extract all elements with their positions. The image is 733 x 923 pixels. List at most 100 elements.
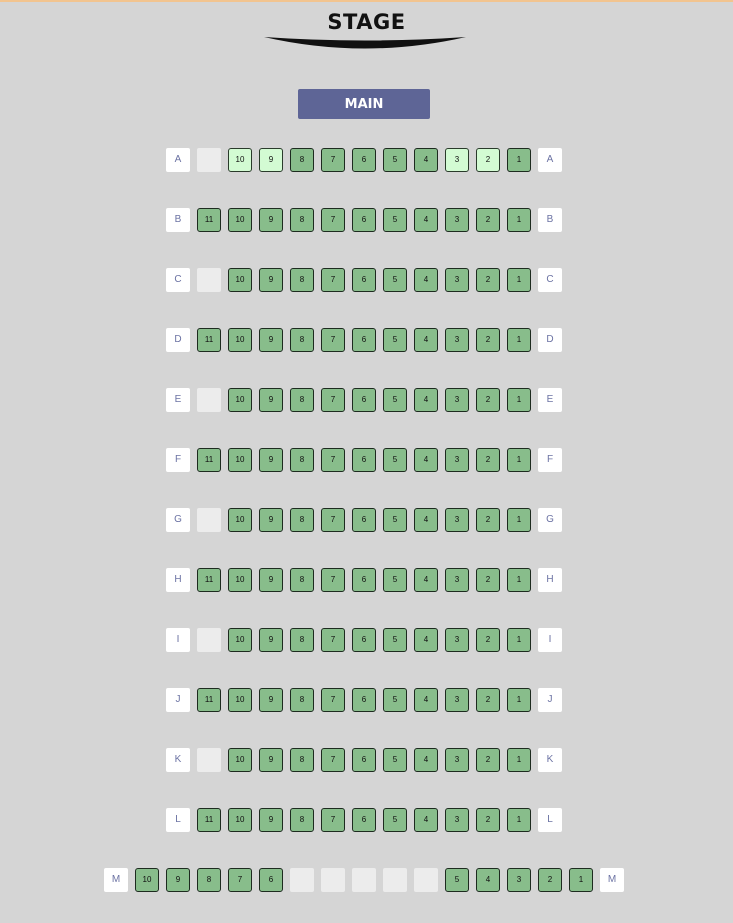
seat[interactable]: 7 xyxy=(321,628,345,652)
seat[interactable]: 6 xyxy=(352,688,376,712)
seat[interactable]: 2 xyxy=(476,628,500,652)
seat[interactable]: 2 xyxy=(476,268,500,292)
seat[interactable]: 5 xyxy=(383,148,407,172)
seat[interactable]: 10 xyxy=(228,328,252,352)
seat[interactable]: 9 xyxy=(259,148,283,172)
seat[interactable]: 7 xyxy=(228,868,252,892)
seat[interactable]: 8 xyxy=(290,388,314,412)
seat[interactable]: 1 xyxy=(507,508,531,532)
seat[interactable]: 3 xyxy=(445,388,469,412)
seat[interactable]: 10 xyxy=(228,748,252,772)
seat[interactable]: 7 xyxy=(321,268,345,292)
seat[interactable]: 11 xyxy=(197,808,221,832)
seat[interactable]: 4 xyxy=(476,868,500,892)
seat[interactable]: 4 xyxy=(414,628,438,652)
seat[interactable]: 2 xyxy=(538,868,562,892)
section-main-button[interactable]: MAIN xyxy=(298,89,430,119)
seat[interactable]: 1 xyxy=(507,328,531,352)
seat[interactable]: 8 xyxy=(197,868,221,892)
seat[interactable]: 1 xyxy=(507,448,531,472)
seat[interactable]: 7 xyxy=(321,448,345,472)
seat[interactable]: 8 xyxy=(290,748,314,772)
seat[interactable]: 6 xyxy=(352,388,376,412)
seat[interactable]: 10 xyxy=(228,448,252,472)
seat[interactable]: 5 xyxy=(383,388,407,412)
seat[interactable]: 2 xyxy=(476,748,500,772)
seat[interactable]: 8 xyxy=(290,568,314,592)
seat[interactable]: 3 xyxy=(445,268,469,292)
seat[interactable]: 2 xyxy=(476,808,500,832)
seat[interactable]: 4 xyxy=(414,748,438,772)
seat[interactable]: 7 xyxy=(321,808,345,832)
seat[interactable]: 3 xyxy=(445,748,469,772)
seat[interactable]: 4 xyxy=(414,808,438,832)
seat[interactable]: 9 xyxy=(259,508,283,532)
seat[interactable]: 8 xyxy=(290,448,314,472)
seat[interactable]: 10 xyxy=(228,808,252,832)
seat[interactable]: 3 xyxy=(445,148,469,172)
seat[interactable]: 6 xyxy=(352,208,376,232)
seat[interactable]: 1 xyxy=(569,868,593,892)
seat[interactable]: 7 xyxy=(321,328,345,352)
seat[interactable]: 3 xyxy=(445,328,469,352)
seat[interactable]: 2 xyxy=(476,328,500,352)
seat[interactable]: 6 xyxy=(259,868,283,892)
seat[interactable]: 1 xyxy=(507,748,531,772)
seat[interactable]: 3 xyxy=(445,448,469,472)
seat[interactable]: 6 xyxy=(352,508,376,532)
seat[interactable]: 2 xyxy=(476,208,500,232)
seat[interactable]: 4 xyxy=(414,328,438,352)
seat[interactable]: 7 xyxy=(321,508,345,532)
seat[interactable]: 8 xyxy=(290,508,314,532)
seat[interactable]: 3 xyxy=(445,568,469,592)
seat[interactable]: 3 xyxy=(445,208,469,232)
seat[interactable]: 5 xyxy=(383,268,407,292)
seat[interactable]: 6 xyxy=(352,628,376,652)
seat[interactable]: 4 xyxy=(414,448,438,472)
seat[interactable]: 9 xyxy=(259,808,283,832)
seat[interactable]: 4 xyxy=(414,208,438,232)
seat[interactable]: 10 xyxy=(228,568,252,592)
seat[interactable]: 10 xyxy=(228,148,252,172)
seat[interactable]: 10 xyxy=(228,208,252,232)
seat[interactable]: 5 xyxy=(383,808,407,832)
seat[interactable]: 9 xyxy=(259,388,283,412)
seat[interactable]: 5 xyxy=(383,688,407,712)
seat[interactable]: 1 xyxy=(507,268,531,292)
seat[interactable]: 9 xyxy=(166,868,190,892)
seat[interactable]: 8 xyxy=(290,688,314,712)
seat[interactable]: 10 xyxy=(228,388,252,412)
seat[interactable]: 10 xyxy=(228,508,252,532)
seat[interactable]: 9 xyxy=(259,448,283,472)
seat[interactable]: 7 xyxy=(321,148,345,172)
seat[interactable]: 5 xyxy=(383,328,407,352)
seat[interactable]: 1 xyxy=(507,808,531,832)
seat[interactable]: 3 xyxy=(445,508,469,532)
seat[interactable]: 3 xyxy=(507,868,531,892)
seat[interactable]: 2 xyxy=(476,448,500,472)
seat[interactable]: 1 xyxy=(507,388,531,412)
seat[interactable]: 10 xyxy=(228,628,252,652)
seat[interactable]: 7 xyxy=(321,208,345,232)
seat[interactable]: 6 xyxy=(352,148,376,172)
seat[interactable]: 5 xyxy=(383,448,407,472)
seat[interactable]: 4 xyxy=(414,148,438,172)
seat[interactable]: 3 xyxy=(445,628,469,652)
seat[interactable]: 6 xyxy=(352,268,376,292)
seat[interactable]: 6 xyxy=(352,808,376,832)
seat[interactable]: 5 xyxy=(383,208,407,232)
seat[interactable]: 9 xyxy=(259,268,283,292)
seat[interactable]: 5 xyxy=(445,868,469,892)
seat[interactable]: 2 xyxy=(476,388,500,412)
seat[interactable]: 8 xyxy=(290,808,314,832)
seat[interactable]: 2 xyxy=(476,148,500,172)
seat[interactable]: 5 xyxy=(383,628,407,652)
seat[interactable]: 4 xyxy=(414,688,438,712)
seat[interactable]: 2 xyxy=(476,688,500,712)
seat[interactable]: 10 xyxy=(228,688,252,712)
seat[interactable]: 9 xyxy=(259,328,283,352)
seat[interactable]: 10 xyxy=(135,868,159,892)
seat[interactable]: 7 xyxy=(321,568,345,592)
seat[interactable]: 3 xyxy=(445,688,469,712)
seat[interactable]: 6 xyxy=(352,748,376,772)
